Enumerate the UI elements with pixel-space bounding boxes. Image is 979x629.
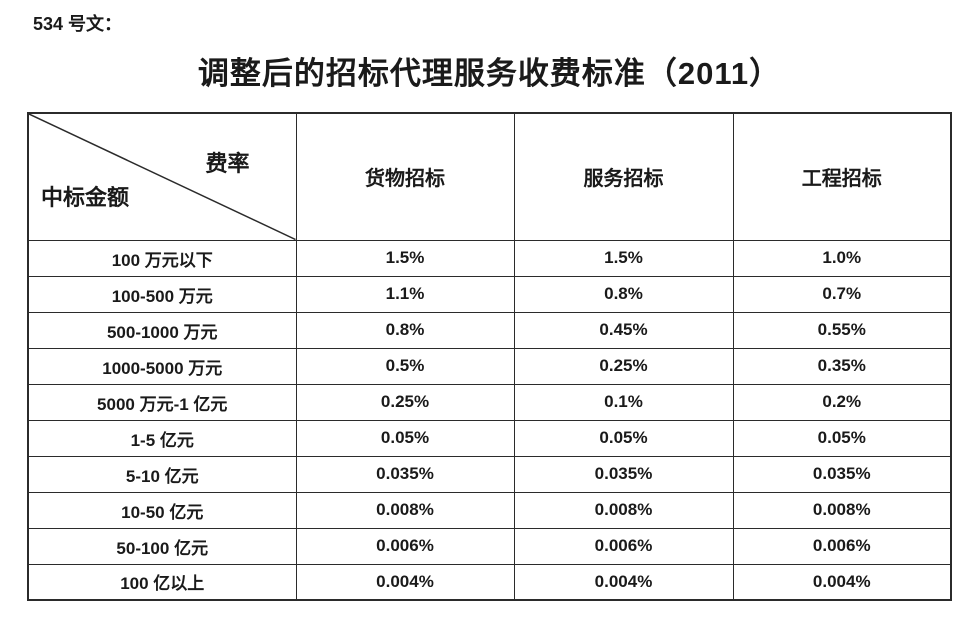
table-row: 5000 万元-1 亿元 0.25% 0.1% 0.2% (27, 383, 952, 421)
table-row: 10-50 亿元 0.008% 0.008% 0.008% (27, 491, 952, 529)
corner-label-bid-amount: 中标金额 (41, 184, 130, 210)
fee-rate-table: 费率 中标金额 货物招标 服务招标 工程招标 100 万元以下 1.5% 1.5% 1… (27, 112, 952, 601)
diagonal-divider-line (29, 114, 296, 240)
rate-value-cell: 0.05% (732, 419, 952, 457)
rate-value-cell: 0.008% (513, 491, 734, 529)
row-label-amount-range: 5-10 亿元 (27, 455, 297, 493)
diagonal-corner-cell: 费率 中标金额 (27, 112, 297, 241)
rate-value-cell: 0.004% (513, 563, 734, 601)
rate-value-cell: 0.1% (513, 383, 734, 421)
rate-value-cell: 0.45% (513, 311, 734, 349)
row-label-amount-range: 100-500 万元 (27, 275, 297, 313)
rate-value-cell: 0.035% (513, 455, 734, 493)
table-row: 1-5 亿元 0.05% 0.05% 0.05% (27, 419, 952, 457)
column-header-services: 服务招标 (513, 112, 734, 241)
rate-value-cell: 0.7% (732, 275, 952, 313)
rate-value-cell: 1.0% (732, 239, 952, 277)
table-header-row: 费率 中标金额 货物招标 服务招标 工程招标 (27, 112, 952, 241)
page-title: 调整后的招标代理服务收费标准（2011） (197, 56, 782, 91)
table-row: 500-1000 万元 0.8% 0.45% 0.55% (27, 311, 952, 349)
rate-value-cell: 1.5% (513, 239, 734, 277)
row-label-amount-range: 100 万元以下 (27, 239, 297, 277)
rate-value-cell: 0.5% (295, 347, 515, 385)
table-row: 100 万元以下 1.5% 1.5% 1.0% (27, 239, 952, 277)
rate-value-cell: 0.008% (732, 491, 952, 529)
row-label-amount-range: 500-1000 万元 (27, 311, 297, 349)
table-row: 5-10 亿元 0.035% 0.035% 0.035% (27, 455, 952, 493)
rate-value-cell: 0.006% (732, 527, 952, 565)
row-label-amount-range: 1000-5000 万元 (27, 347, 297, 385)
rate-value-cell: 0.55% (732, 311, 952, 349)
rate-value-cell: 0.004% (732, 563, 952, 601)
rate-value-cell: 0.008% (295, 491, 515, 529)
row-label-amount-range: 50-100 亿元 (27, 527, 297, 565)
row-label-amount-range: 100 亿以上 (27, 563, 297, 601)
rate-value-cell: 0.05% (295, 419, 515, 457)
rate-value-cell: 1.1% (295, 275, 515, 313)
table-row: 100-500 万元 1.1% 0.8% 0.7% (27, 275, 952, 313)
rate-value-cell: 0.05% (513, 419, 734, 457)
rate-value-cell: 0.006% (513, 527, 734, 565)
table-row: 50-100 亿元 0.006% 0.006% 0.006% (27, 527, 952, 565)
doc-number-label: 534 号文： (33, 14, 123, 34)
rate-value-cell: 0.004% (295, 563, 515, 601)
row-label-amount-range: 1-5 亿元 (27, 419, 297, 457)
rate-value-cell: 0.8% (513, 275, 734, 313)
rate-value-cell: 0.25% (295, 383, 515, 421)
rate-value-cell: 0.006% (295, 527, 515, 565)
column-header-goods: 货物招标 (295, 112, 515, 241)
corner-label-rate: 费率 (205, 151, 250, 176)
rate-value-cell: 0.35% (732, 347, 952, 385)
rate-value-cell: 0.035% (295, 455, 515, 493)
column-header-engineering: 工程招标 (732, 112, 952, 241)
rate-value-cell: 0.2% (732, 383, 952, 421)
rate-value-cell: 0.8% (295, 311, 515, 349)
row-label-amount-range: 5000 万元-1 亿元 (27, 383, 297, 421)
rate-value-cell: 1.5% (295, 239, 515, 277)
rate-value-cell: 0.25% (513, 347, 734, 385)
table-row: 100 亿以上 0.004% 0.004% 0.004% (27, 563, 952, 601)
table-row: 1000-5000 万元 0.5% 0.25% 0.35% (27, 347, 952, 385)
rate-value-cell: 0.035% (732, 455, 952, 493)
table-body: 100 万元以下 1.5% 1.5% 1.0% 100-500 万元 1.1% 0.8% 0.… (27, 239, 952, 601)
row-label-amount-range: 10-50 亿元 (27, 491, 297, 529)
